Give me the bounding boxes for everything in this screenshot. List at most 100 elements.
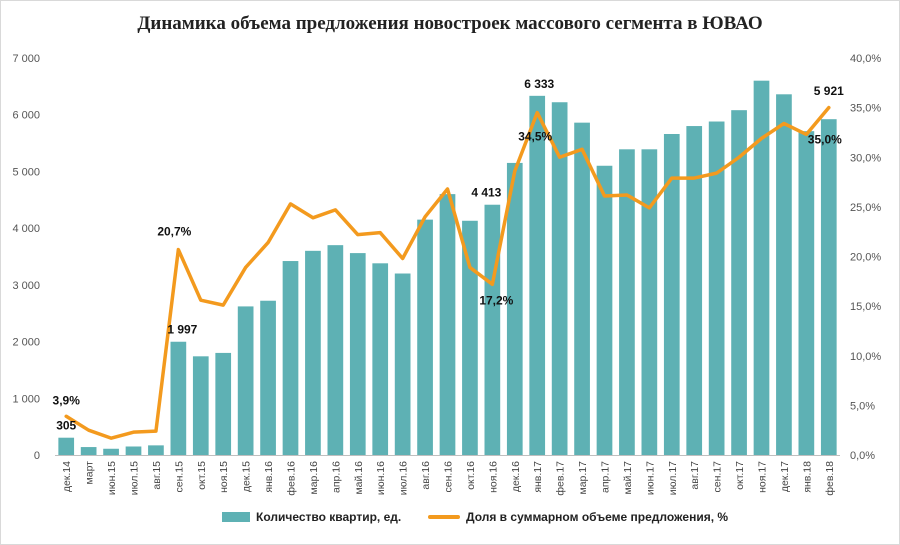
x-tick-label: июл.17	[667, 461, 679, 495]
x-tick-label: янв.16	[263, 461, 275, 493]
y-left-tick-label: 2 000	[12, 337, 40, 349]
legend-swatch-bars	[222, 512, 250, 522]
bar	[215, 352, 232, 455]
share-line	[64, 105, 831, 440]
data-label: 6 333	[524, 77, 554, 91]
data-label: 4 413	[471, 186, 501, 200]
x-tick-label: июн.15	[106, 461, 118, 495]
x-tick-label: сен.17	[712, 461, 724, 493]
legend-label-bars: Количество квартир, ед.	[256, 510, 402, 524]
bar	[462, 220, 478, 455]
x-tick-label: янв.18	[801, 461, 813, 493]
x-tick-label: ноя.15	[218, 461, 230, 493]
bar	[551, 102, 568, 455]
x-tick-label: дек.16	[510, 461, 522, 492]
x-tick-label: авг.17	[689, 461, 701, 490]
y-left-tick-label: 3 000	[12, 280, 40, 292]
data-label: 5 921	[814, 84, 844, 98]
x-tick-label: фев.18	[824, 461, 836, 496]
y-left-tick-label: 7 000	[12, 53, 40, 65]
data-label: 35,0%	[808, 133, 842, 147]
bar	[484, 204, 501, 455]
y-left-tick-label: 4 000	[12, 223, 40, 235]
bar	[708, 121, 725, 456]
y-right-tick-label: 0,0%	[850, 450, 875, 462]
bar	[349, 253, 366, 455]
bar	[125, 446, 142, 455]
x-tick-label: окт.17	[734, 461, 746, 490]
bar	[619, 149, 635, 455]
bar	[372, 263, 389, 455]
data-label: 305	[56, 419, 76, 433]
bar	[798, 131, 815, 455]
y-right-tick-label: 10,0%	[850, 351, 881, 363]
x-tick-label: фев.16	[286, 461, 298, 496]
bar	[574, 122, 590, 455]
x-tick-label: апр.17	[600, 461, 612, 493]
y-right-tick-label: 25,0%	[850, 202, 881, 214]
bar	[731, 110, 747, 456]
bar	[327, 245, 344, 455]
bar	[417, 219, 433, 455]
x-tick-label: апр.16	[330, 461, 342, 493]
data-labels: 305 1 997 4 413 6 333 5 921 3,9% 20,7% 17,2% 34,…	[53, 77, 845, 433]
x-tick-label: дек.14	[61, 461, 73, 492]
bar	[394, 273, 411, 455]
legend: Количество квартир, ед. Доля в суммарном…	[0, 510, 900, 530]
x-tick-label: март	[84, 461, 96, 485]
legend-label-line: Доля в суммарном объеме предложения, %	[466, 510, 729, 524]
bar-series	[58, 80, 837, 456]
y-right-tick-label: 35,0%	[850, 103, 881, 115]
legend-item-line: Доля в суммарном объеме предложения, %	[428, 510, 728, 524]
bar	[305, 250, 321, 455]
x-tick-label: июл.15	[129, 461, 141, 495]
y-right-tick-label: 20,0%	[850, 252, 881, 264]
x-tick-label: окт.16	[465, 461, 477, 490]
legend-swatch-line	[428, 515, 460, 519]
x-tick-label: мар.16	[308, 461, 320, 495]
x-tick-label: дек.15	[241, 461, 253, 492]
bar	[663, 133, 680, 456]
x-tick-label: июл.16	[398, 461, 410, 495]
bar	[753, 80, 770, 455]
bar	[820, 119, 837, 456]
y-right-tick-label: 15,0%	[850, 301, 881, 313]
y-left-tick-label: 6 000	[12, 110, 40, 122]
x-tick-label: окт.15	[196, 461, 208, 490]
y-right-tick-label: 30,0%	[850, 152, 881, 164]
x-tick-label: авг.16	[420, 461, 432, 490]
x-tick-label: авг.15	[151, 461, 163, 490]
x-tick-label: сен.16	[443, 461, 455, 493]
y-left-tick-label: 0	[34, 450, 40, 462]
data-label: 20,7%	[157, 225, 191, 239]
bar	[596, 165, 613, 455]
x-tick-label: сен.15	[173, 461, 185, 493]
x-tick-label: янв.17	[532, 461, 544, 493]
legend-item-bars: Количество квартир, ед.	[222, 510, 401, 524]
x-tick-label: мар.17	[577, 461, 589, 495]
bar	[686, 126, 703, 456]
bar	[439, 194, 456, 455]
data-label: 34,5%	[518, 130, 552, 144]
y-left-tick-label: 5 000	[12, 166, 40, 178]
bar	[80, 447, 97, 455]
bar	[776, 94, 792, 455]
x-tick-label: фев.17	[555, 461, 567, 496]
bar	[170, 341, 187, 455]
bar	[260, 300, 276, 455]
y-axis-right: 0,0% 5,0% 10,0% 15,0% 20,0% 25,0% 30,0% 35,0% 40…	[850, 53, 881, 462]
bar	[103, 448, 119, 455]
x-tick-label: ноя.17	[757, 461, 769, 493]
bar	[641, 149, 658, 455]
x-tick-label: май.17	[622, 461, 634, 495]
bar	[192, 356, 209, 455]
x-tick-label: ноя.16	[487, 461, 499, 493]
bar	[529, 95, 546, 455]
bar	[237, 306, 254, 455]
x-tick-label: дек.17	[779, 461, 791, 492]
bar	[148, 445, 164, 455]
x-tick-label: июн.17	[644, 461, 656, 495]
bar	[58, 437, 75, 455]
data-label: 3,9%	[53, 393, 81, 407]
